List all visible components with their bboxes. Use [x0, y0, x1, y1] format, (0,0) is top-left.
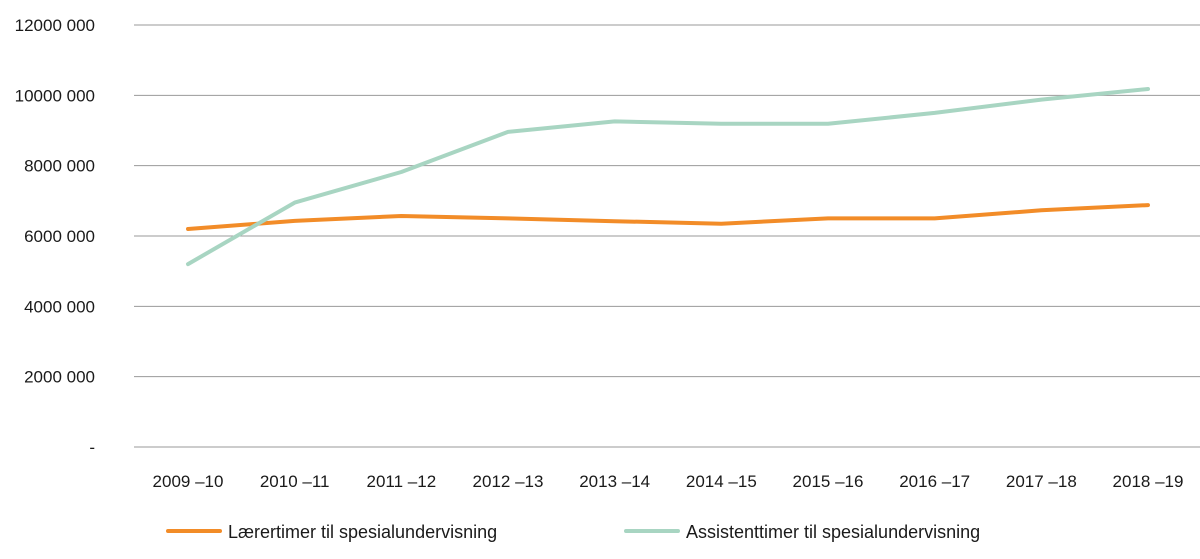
y-axis-ticks: - 2000 000 4000 000 6000 000 8000 000 10000 0… — [15, 16, 95, 457]
x-axis-ticks: 2009 –10 2010 –11 2011 –12 2012 –13 2013 –14… — [153, 472, 1184, 491]
y-tick-label: 8000 000 — [24, 157, 95, 176]
gridlines — [134, 24, 1200, 448]
legend: Lærertimer til spesialundervisning Assist… — [166, 522, 980, 542]
x-tick-label: 2013 –14 — [579, 472, 650, 491]
y-tick-label: 4000 000 — [24, 297, 95, 316]
x-tick-label: 2011 –12 — [367, 472, 437, 491]
x-tick-label: 2014 –15 — [686, 472, 757, 491]
y-tick-label: 12000 000 — [15, 16, 95, 35]
x-tick-label: 2009 –10 — [153, 472, 224, 491]
x-tick-label: 2012 –13 — [473, 472, 544, 491]
y-tick-label: 2000 000 — [24, 368, 95, 387]
x-tick-label: 2017 –18 — [1006, 472, 1077, 491]
series-line-assistenttimer — [186, 87, 1150, 267]
legend-label: Lærertimer til spesialundervisning — [228, 522, 497, 542]
series-lines — [186, 87, 1150, 267]
x-tick-label: 2010 –11 — [260, 472, 330, 491]
x-tick-label: 2018 –19 — [1113, 472, 1184, 491]
y-tick-label: 10000 000 — [15, 86, 95, 105]
y-tick-label: 6000 000 — [24, 227, 95, 246]
y-tick-label: - — [89, 438, 95, 457]
legend-label: Assistenttimer til spesialundervisning — [686, 522, 980, 542]
series-line-laerertimer — [186, 203, 1150, 231]
x-tick-label: 2015 –16 — [793, 472, 864, 491]
x-tick-label: 2016 –17 — [899, 472, 970, 491]
